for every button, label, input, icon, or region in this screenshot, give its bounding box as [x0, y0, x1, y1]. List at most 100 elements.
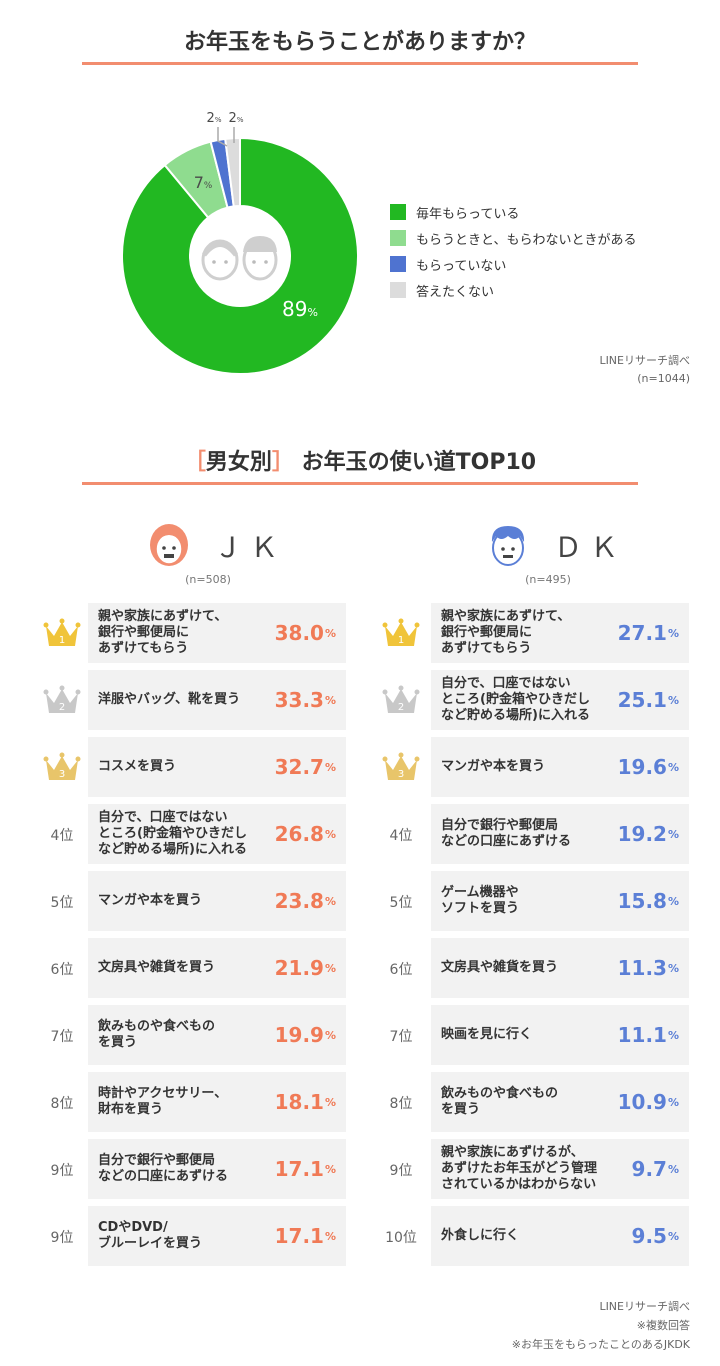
dk-row-3: マンガや本を買う 19.6%	[431, 737, 689, 797]
legend-swatch	[390, 282, 406, 298]
jk-item-value: 18.1%	[274, 1090, 336, 1114]
jk-item-label: 自分で、口座ではない ところ(貯金箱やひきだし など貯める場所)に入れる	[98, 810, 247, 857]
jk-item-value: 32.7%	[274, 755, 336, 779]
jk-item-label: 洋服やバッグ、靴を買う	[98, 692, 241, 707]
legend-item-2: もらうときと、もらわないときがある	[390, 225, 636, 251]
svg-text:2: 2	[59, 702, 65, 713]
dk-row-1: 親や家族にあずけて、 銀行や郵便局に あずけてもらう 27.1%	[431, 603, 689, 663]
jk-item-label: 飲みものや食べもの を買う	[98, 1019, 216, 1050]
jk-row-2: 洋服やバッグ、靴を買う 33.3%	[88, 670, 346, 730]
title-rest: お年玉の使い道TOP10	[301, 450, 537, 475]
jk-item-label: 文房具や雑貨を買う	[98, 960, 216, 975]
pie-title: お年玉をもらうことがありますか？	[183, 30, 536, 55]
jk-item-label: 時計やアクセサリー、 財布を買う	[98, 1086, 228, 1117]
svg-text:3: 3	[398, 769, 404, 780]
dk-row-5: ゲーム機器や ソフトを買う 15.8%	[431, 871, 689, 931]
jk-item-value: 19.9%	[274, 1023, 336, 1047]
pie-label-4: 2%	[228, 111, 243, 126]
pie-source-text: LINEリサーチ調べ	[599, 354, 690, 367]
legend-swatch	[390, 230, 406, 246]
dk-item-label: 自分で、口座ではない ところ(貯金箱やひきだし など貯める場所)に入れる	[441, 676, 590, 723]
jk-row-1: 親や家族にあずけて、 銀行や郵便局に あずけてもらう 38.0%	[88, 603, 346, 663]
jk-row-8: 時計やアクセサリー、 財布を買う 18.1%	[88, 1072, 346, 1132]
dk-rank-label: 5位	[389, 895, 413, 911]
dk-group-label: ＤＫ	[510, 526, 670, 566]
pie-label-3: 2%	[206, 111, 221, 126]
pie-slice-1	[121, 136, 359, 375]
dk-row-6: 文房具や雑貨を買う 11.3%	[431, 938, 689, 998]
jk-item-value: 38.0%	[274, 621, 336, 645]
dk-crown-icon-3: 3	[381, 750, 421, 784]
jk-item-label: CDやDVD/ ブルーレイを買う	[98, 1220, 203, 1251]
jk-sample-size: (n=508)	[185, 573, 231, 586]
svg-text:2: 2	[398, 702, 404, 713]
jk-row-3: コスメを買う 32.7%	[88, 737, 346, 797]
dk-rank-label: 10位	[385, 1230, 417, 1246]
svg-text:1: 1	[59, 635, 65, 646]
dk-item-label: マンガや本を買う	[441, 759, 546, 774]
dk-rank-label: 4位	[389, 828, 413, 844]
jk-item-value: 26.8%	[274, 822, 336, 846]
footnote-respondents: ※お年玉をもらったことのあるJKDK	[511, 1338, 690, 1351]
leader-line-3	[217, 127, 228, 147]
dk-rank-label: 7位	[389, 1029, 413, 1045]
legend-item-3: もらっていない	[390, 251, 636, 277]
legend-swatch	[390, 204, 406, 220]
ranking-title-underline	[82, 482, 638, 485]
title-group-label: 男女別	[205, 450, 272, 475]
center-faces-icon	[201, 236, 278, 281]
jk-rank-label: 6位	[50, 962, 74, 978]
title-bracket-open: ［	[183, 450, 206, 475]
dk-item-value: 11.1%	[617, 1023, 679, 1047]
jk-item-value: 21.9%	[274, 956, 336, 980]
jk-rank-label: 9位	[50, 1230, 74, 1246]
dk-label: ＤＫ	[553, 531, 626, 564]
dk-crown-icon-2: 2	[381, 683, 421, 717]
pie-slice-4	[224, 136, 241, 208]
jk-row-6: 文房具や雑貨を買う 21.9%	[88, 938, 346, 998]
legend-item-1: 毎年もらっている	[390, 199, 636, 225]
dk-item-label: 親や家族にあずけて、 銀行や郵便局に あずけてもらう	[441, 609, 571, 656]
pie-label-1: 89%	[282, 297, 318, 321]
footnote-multiple-answers: ※複数回答	[636, 1319, 690, 1332]
svg-text:1: 1	[398, 635, 404, 646]
pie-legend: 毎年もらっているもらうときと、もらわないときがあるもらっていない 答えたくない	[390, 199, 636, 303]
title-underline	[82, 62, 638, 65]
jk-item-value: 17.1%	[274, 1157, 336, 1181]
legend-label: 答えたくない	[416, 284, 495, 300]
dk-row-4: 自分で銀行や郵便局 などの口座にあずける 19.2%	[431, 804, 689, 864]
footnotes: LINEリサーチ調べ ※複数回答 ※お年玉をもらったことのあるJKDK	[512, 1297, 690, 1354]
girl-face-icon	[150, 524, 188, 566]
dk-item-label: 外食しに行く	[441, 1228, 520, 1243]
dk-rank-label: 6位	[389, 962, 413, 978]
dk-item-label: 文房具や雑貨を買う	[441, 960, 559, 975]
legend-label: もらっていない	[416, 258, 507, 274]
jk-rank-label: 7位	[50, 1029, 74, 1045]
dk-rank-label: 8位	[389, 1096, 413, 1112]
dk-item-label: 自分で銀行や郵便局 などの口座にあずける	[441, 818, 572, 849]
pie-label-2: 7%	[194, 173, 213, 192]
dk-item-label: 飲みものや食べもの を買う	[441, 1086, 559, 1117]
jk-item-value: 23.8%	[274, 889, 336, 913]
dk-item-value: 9.5%	[631, 1224, 679, 1248]
dk-item-value: 19.6%	[617, 755, 679, 779]
jk-item-value: 33.3%	[274, 688, 336, 712]
dk-row-8: 飲みものや食べもの を買う 10.9%	[431, 1072, 689, 1132]
dk-rank-label: 9位	[389, 1163, 413, 1179]
legend-label: 毎年もらっている	[416, 206, 520, 222]
legend-item-4: 答えたくない	[390, 277, 636, 303]
dk-item-value: 25.1%	[617, 688, 679, 712]
pie-sample-size: (n=1044)	[637, 372, 690, 385]
jk-row-10: CDやDVD/ ブルーレイを買う 17.1%	[88, 1206, 346, 1266]
dk-item-value: 11.3%	[617, 956, 679, 980]
dk-item-label: ゲーム機器や ソフトを買う	[441, 885, 520, 916]
dk-item-value: 27.1%	[617, 621, 679, 645]
dk-item-value: 19.2%	[617, 822, 679, 846]
dk-row-10: 外食しに行く 9.5%	[431, 1206, 689, 1266]
pie-chart: 89% 7% 2% 2%	[121, 111, 359, 375]
jk-rank-label: 8位	[50, 1096, 74, 1112]
jk-item-label: コスメを買う	[98, 759, 177, 774]
boy-face-icon	[491, 526, 525, 566]
dk-row-2: 自分で、口座ではない ところ(貯金箱やひきだし など貯める場所)に入れる 25.1…	[431, 670, 689, 730]
dk-sample-size: (n=495)	[525, 573, 571, 586]
